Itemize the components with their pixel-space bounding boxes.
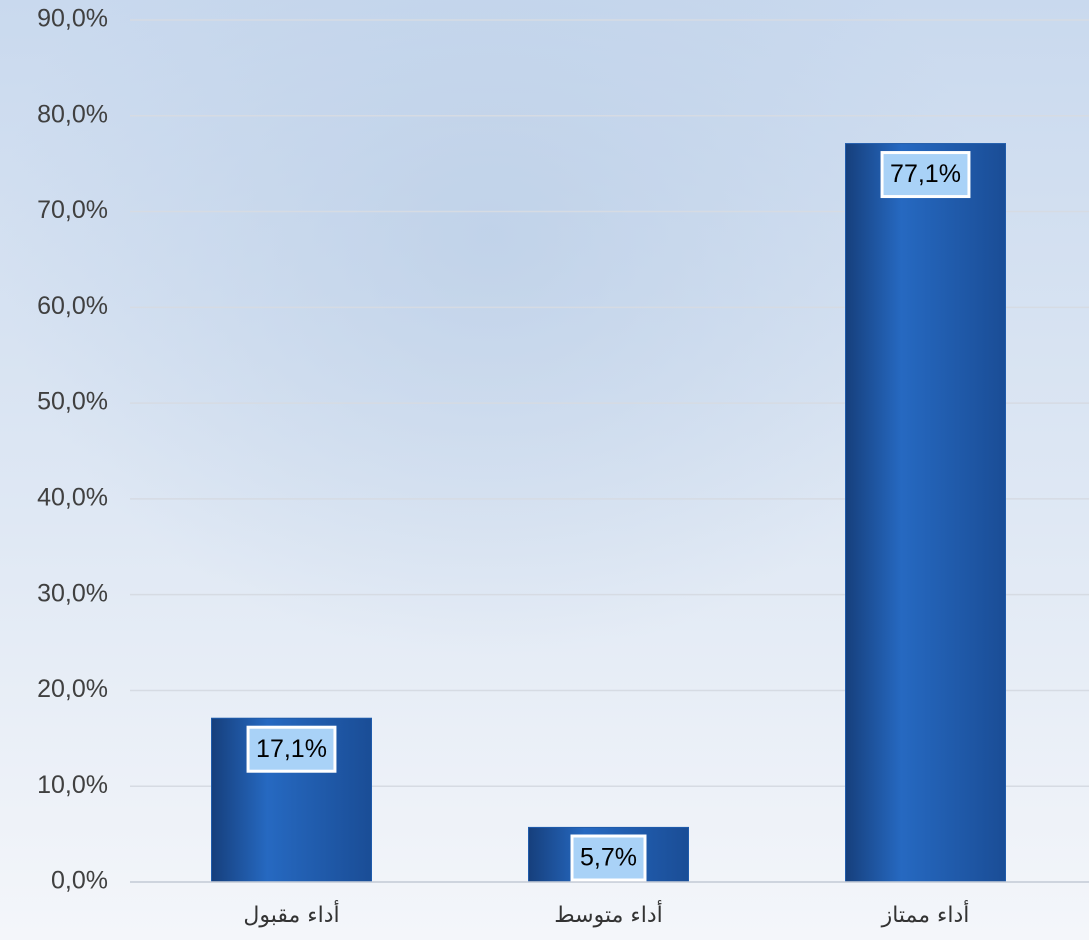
- value-label-box: [570, 834, 647, 882]
- y-tick-label: 70,0%: [37, 196, 108, 224]
- x-tick-label: أداء متوسط: [554, 900, 662, 928]
- value-label: 17,1%: [256, 735, 327, 763]
- y-tick-label: 40,0%: [37, 483, 108, 511]
- x-tick-label: أداء ممتاز: [881, 900, 970, 928]
- x-tick-label: أداء مقبول: [243, 900, 339, 928]
- y-tick-label: 50,0%: [37, 388, 108, 416]
- y-tick-label: 10,0%: [37, 771, 108, 799]
- value-label: 77,1%: [890, 160, 961, 188]
- y-tick-label: 80,0%: [37, 100, 108, 128]
- y-tick-label: 60,0%: [37, 292, 108, 320]
- value-label-box: [246, 725, 337, 773]
- y-tick-label: 20,0%: [37, 675, 108, 703]
- value-label: 5,7%: [580, 844, 637, 872]
- y-tick-label: 30,0%: [37, 579, 108, 607]
- value-label-box: [880, 151, 971, 199]
- y-tick-label: 90,0%: [37, 5, 108, 33]
- bar: [845, 143, 1006, 883]
- y-tick-label: 0,0%: [51, 867, 108, 895]
